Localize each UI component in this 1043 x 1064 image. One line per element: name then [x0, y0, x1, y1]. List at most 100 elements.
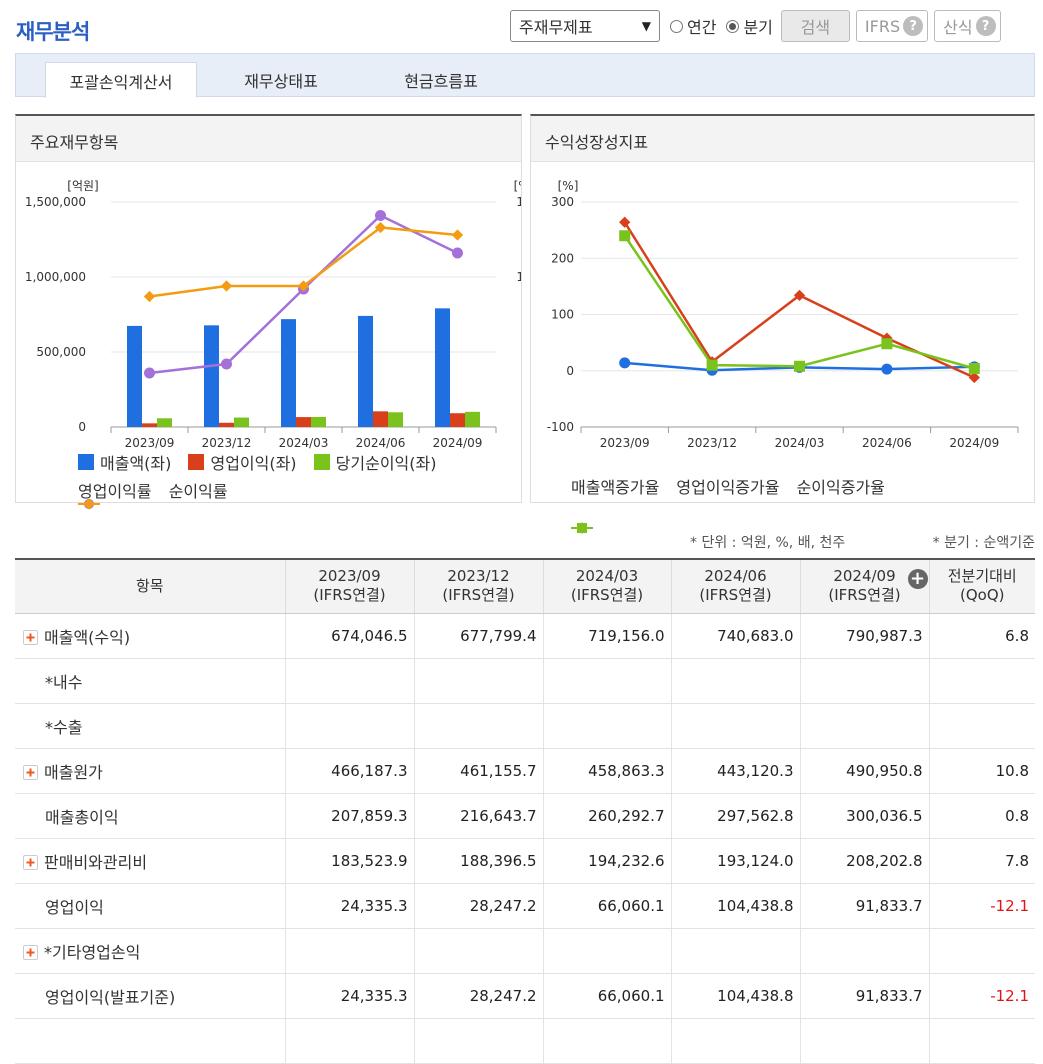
y-left-tick: 1,500,000	[25, 195, 86, 209]
value-cell: 461,155.7	[413, 748, 543, 794]
radio-quarter-dot[interactable]	[726, 19, 740, 33]
row-label-cell	[15, 1018, 285, 1064]
plus-icon[interactable]	[23, 854, 38, 870]
radio-annual[interactable]: 연간	[670, 14, 716, 38]
tab-cash-flow[interactable]: 현금흐름표	[404, 72, 478, 91]
bar-2-2[interactable]	[311, 416, 326, 427]
header-period-date: 2023/09	[318, 567, 381, 586]
table-row: *내수	[15, 658, 1035, 704]
bar-2-1[interactable]	[234, 417, 249, 427]
row-label: 영업이익(발표기준)	[45, 987, 176, 1007]
value-cell	[413, 1018, 543, 1064]
growth-point-2-4[interactable]	[968, 363, 980, 374]
ifrs-help-button[interactable]: IFRS ?	[855, 10, 929, 42]
line-point-0-3[interactable]	[375, 210, 386, 221]
plus-icon[interactable]	[23, 764, 38, 780]
value-cell: 260,292.7	[542, 793, 671, 839]
bar-0-2[interactable]	[281, 319, 296, 427]
growth-indicators-chart: [%] 300 200 100 0 -100 2023/09 2023/12 2024/03 20…	[547, 179, 1019, 450]
x-tick-label: 2024/06	[862, 436, 912, 450]
bar-2-0[interactable]	[157, 418, 172, 427]
header-period-date: 2024/03	[575, 567, 639, 586]
bar-1-2[interactable]	[296, 417, 311, 427]
bar-0-3[interactable]	[358, 315, 373, 427]
growth-point-1-2[interactable]	[793, 289, 806, 302]
legend-item-net-income[interactable]: 당기순이익(좌)	[313, 450, 436, 474]
x-tick-label: 2024/09	[433, 436, 483, 450]
chevron-down-icon: ▼	[641, 19, 651, 33]
row-label-cell: 매출액(수익)	[15, 613, 285, 659]
value-cell: 719,156.0	[542, 613, 671, 659]
bar-1-0[interactable]	[142, 423, 157, 427]
header-period-basis: (IFRS연결)	[442, 586, 515, 605]
legend-item-operating-profit[interactable]: 영업이익(좌)	[188, 450, 297, 474]
line-point-0-0[interactable]	[144, 367, 155, 379]
value-cell: 674,046.5	[284, 613, 414, 659]
growth-point-1-0[interactable]	[619, 216, 631, 228]
qoq-cell: 0.8	[928, 793, 1035, 839]
bar-2-3[interactable]	[388, 412, 403, 427]
bar-1-1[interactable]	[219, 422, 234, 427]
header-period: 2023/12 (IFRS연결)	[413, 558, 543, 614]
growth-point-2-1[interactable]	[706, 359, 718, 371]
tab-balance-sheet[interactable]: 재무상태표	[244, 72, 318, 91]
line-point-1-0[interactable]	[143, 290, 156, 303]
bar-1-3[interactable]	[373, 411, 388, 427]
table-row: 매출총이익 207,859.3 216,643.7 260,292.7 297,562.…	[15, 793, 1035, 839]
legend-item-revenue[interactable]: 매출액(좌)	[78, 450, 171, 474]
value-cell	[284, 703, 414, 749]
value-cell	[542, 1018, 671, 1064]
statement-select-value: 주재무제표	[519, 18, 593, 37]
add-circle-icon[interactable]: +	[907, 569, 928, 589]
line-point-1-1[interactable]	[220, 280, 233, 292]
legend-item-net-margin[interactable]: 순이익률	[78, 478, 228, 510]
plus-icon[interactable]	[23, 944, 38, 960]
y-tick: 200	[551, 251, 574, 265]
radio-quarter[interactable]: 분기	[726, 14, 773, 38]
header-period-basis: (IFRS연결)	[570, 586, 644, 605]
line-point-0-4[interactable]	[452, 247, 463, 259]
bar-0-4[interactable]	[435, 308, 450, 427]
growth-point-2-3[interactable]	[881, 338, 893, 350]
key-financials-panel: 주요재무항목 [억원] [%] 1,500,000 1,000,000 500,000 0…	[15, 114, 522, 510]
value-cell	[284, 928, 414, 974]
legend-item-net-growth[interactable]: 순이익증가율	[571, 474, 885, 533]
radio-annual-dot[interactable]	[670, 19, 683, 33]
header-qoq: + 전분기대비 (QoQ)	[907, 558, 1035, 614]
value-cell: 208,202.8	[799, 838, 929, 884]
value-cell	[542, 928, 671, 974]
bar-0-0[interactable]	[127, 325, 142, 427]
y-left-tick: 500,000	[36, 345, 86, 359]
value-cell: 677,799.4	[413, 613, 543, 659]
bar-2-4[interactable]	[465, 411, 480, 427]
search-controls: 주재무제표 ▼ 연간 분기 검색 IFRS ? 산식 ?	[510, 9, 1001, 43]
search-button[interactable]: 검색	[780, 10, 850, 42]
line-point-0-1[interactable]	[221, 358, 232, 370]
statement-select[interactable]: 주재무제표 ▼	[510, 10, 660, 42]
table-row	[15, 1018, 1035, 1064]
bar-1-4[interactable]	[450, 413, 465, 427]
value-cell	[284, 1018, 414, 1064]
legend-item-op-growth[interactable]: 영업이익증가율	[571, 474, 779, 534]
value-cell	[413, 928, 543, 974]
value-cell: 24,335.3	[284, 973, 414, 1019]
value-cell: 28,247.2	[413, 883, 543, 929]
growth-point-2-0[interactable]	[619, 230, 631, 242]
bar-0-1[interactable]	[204, 325, 219, 427]
tab-income-statement[interactable]: 포괄손익계산서	[45, 62, 197, 98]
qoq-cell: 10.8	[928, 748, 1035, 794]
x-tick-label: 2024/06	[356, 436, 406, 450]
plus-icon[interactable]	[23, 629, 38, 645]
header-period: 2024/09 (IFRS연결)	[799, 558, 929, 614]
legend-item-revenue-growth[interactable]: 매출액증가율	[571, 474, 659, 533]
growth-point-0-3[interactable]	[881, 363, 893, 375]
growth-point-2-2[interactable]	[794, 360, 805, 372]
growth-point-0-0[interactable]	[619, 357, 631, 369]
table-row: 판매비와관리비 183,523.9 188,396.5 194,232.6 193,12…	[15, 838, 1035, 884]
qoq-cell	[928, 658, 1035, 704]
line-point-1-4[interactable]	[451, 229, 464, 241]
header-period-basis: (IFRS연결)	[699, 586, 772, 605]
x-tick-label: 2024/03	[279, 436, 329, 450]
growth-point-1-4[interactable]	[968, 371, 980, 384]
formula-help-button[interactable]: 산식 ?	[934, 10, 1001, 42]
